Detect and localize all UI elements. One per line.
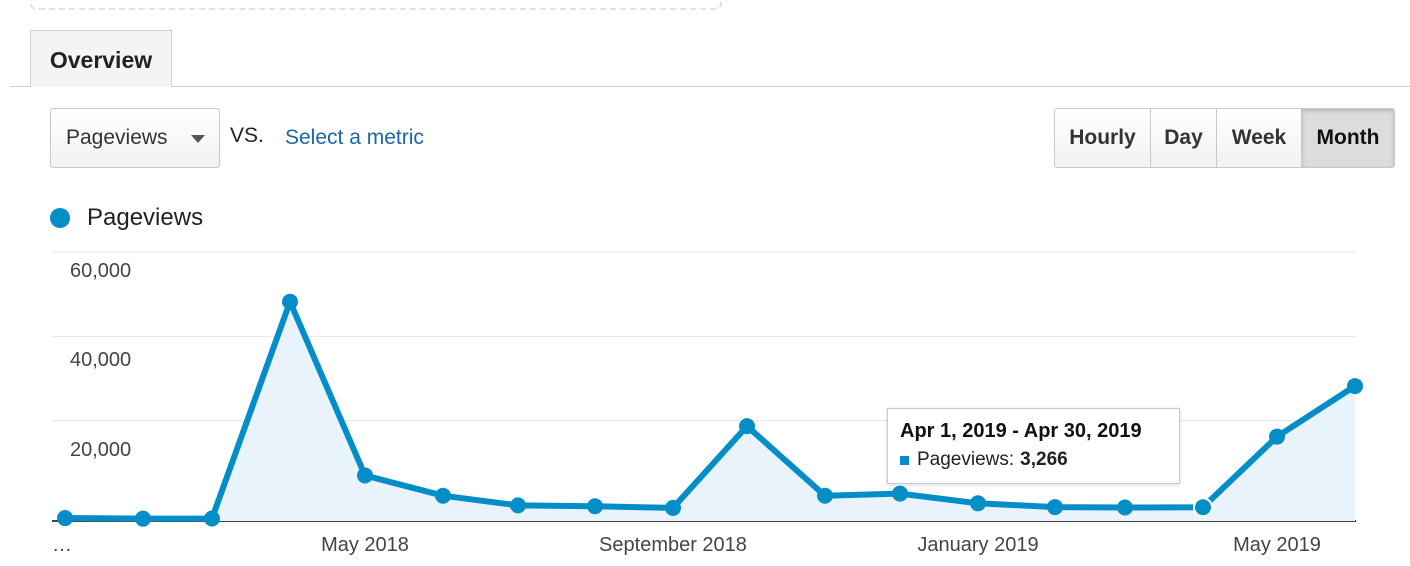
hourly-button[interactable]: Hourly <box>1055 109 1151 167</box>
x-tick-label: September 2018 <box>599 534 747 556</box>
highlighted-data-point <box>1193 497 1213 518</box>
select-metric-link[interactable]: Select a metric <box>285 126 424 149</box>
series-area <box>65 301 1355 521</box>
data-point <box>739 418 755 435</box>
data-point <box>817 487 833 504</box>
day-button[interactable]: Day <box>1151 109 1217 167</box>
granularity-button-group: Hourly Day Week Month <box>1054 108 1395 168</box>
week-button[interactable]: Week <box>1217 109 1302 167</box>
tooltip-label: Pageviews: <box>917 449 1015 470</box>
data-point <box>204 510 220 527</box>
data-point <box>587 498 603 515</box>
tooltip-title: Apr 1, 2019 - Apr 30, 2019 <box>900 420 1142 442</box>
data-point <box>282 293 298 310</box>
metric-dropdown[interactable]: Pageviews <box>50 108 220 168</box>
data-point <box>1347 378 1363 395</box>
y-tick-label: 20,000 <box>70 439 131 461</box>
x-tick-label: January 2019 <box>917 534 1038 556</box>
y-tick-label: 60,000 <box>70 260 131 282</box>
legend-series-name: Pageviews <box>87 204 204 231</box>
tab-divider <box>10 86 1410 87</box>
month-button[interactable]: Month <box>1302 109 1394 167</box>
legend-dot-icon <box>50 208 70 228</box>
chart-legend: Pageviews <box>50 204 203 232</box>
chart-tooltip: Apr 1, 2019 - Apr 30, 2019 Pageviews: 3,… <box>887 408 1180 484</box>
data-point <box>665 499 681 516</box>
data-point <box>435 487 451 504</box>
x-tick-label: … <box>52 534 72 556</box>
x-tick-label: May 2019 <box>1233 534 1321 556</box>
data-point <box>135 510 151 527</box>
series-line <box>64 298 1357 522</box>
tab-overview[interactable]: Overview <box>30 30 172 87</box>
data-point <box>1117 499 1133 516</box>
data-point <box>892 485 908 502</box>
data-point <box>510 497 526 514</box>
filter-box <box>30 0 722 10</box>
metric-dropdown-label: Pageviews <box>66 126 168 149</box>
tooltip-value: 3,266 <box>1020 449 1068 470</box>
caret-down-icon <box>191 135 205 143</box>
data-point <box>1047 499 1063 516</box>
data-point <box>57 510 73 527</box>
x-tick-label: May 2018 <box>321 534 409 556</box>
y-tick-label: 40,000 <box>70 349 131 371</box>
data-point <box>1269 428 1285 445</box>
data-point <box>357 467 373 484</box>
tooltip-series-square-icon <box>900 455 909 465</box>
data-point <box>970 495 986 512</box>
vs-label: VS. <box>230 124 264 147</box>
